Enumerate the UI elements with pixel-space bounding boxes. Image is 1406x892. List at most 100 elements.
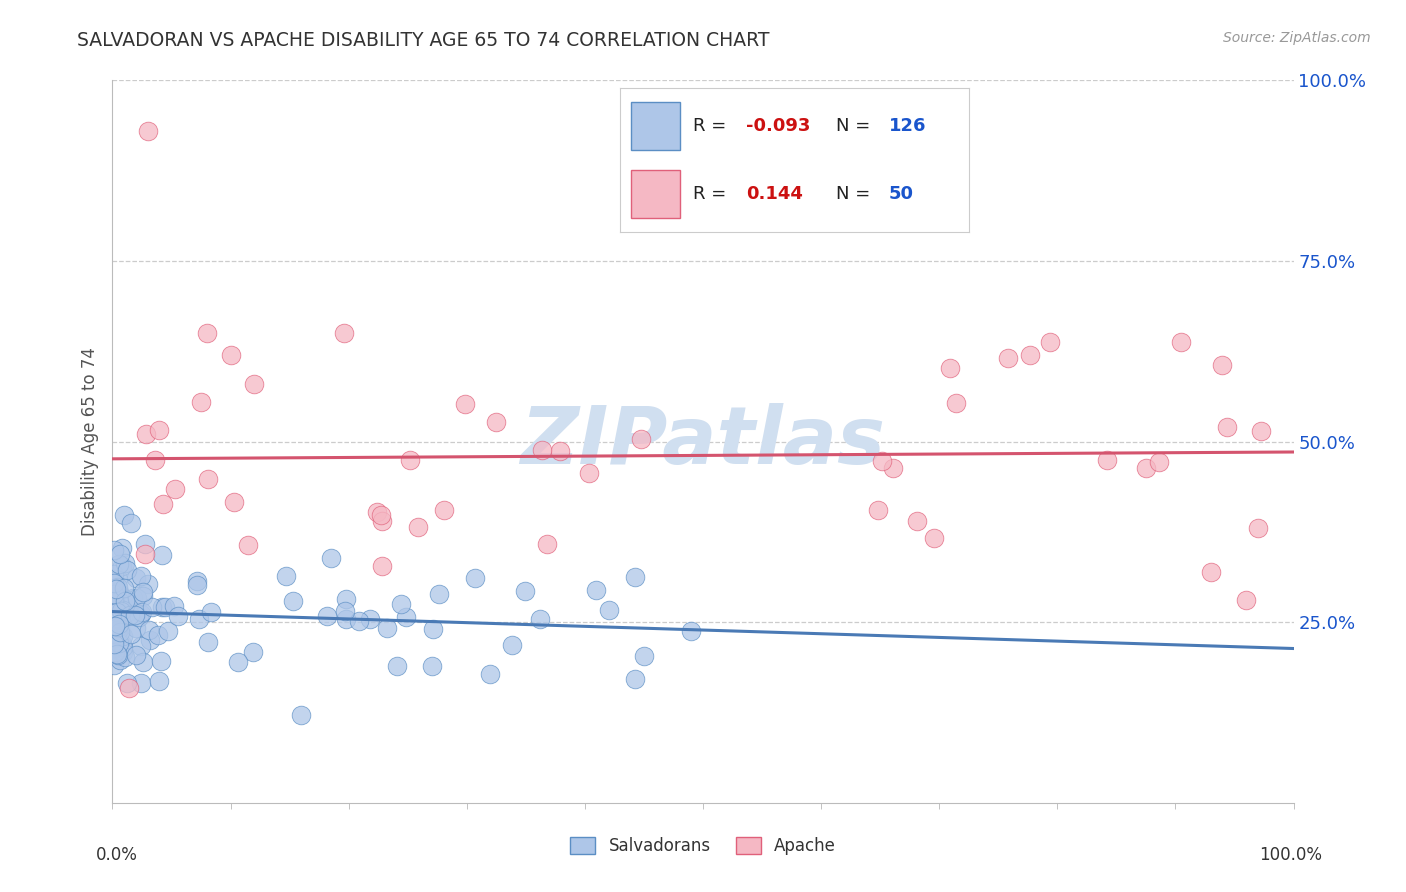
Y-axis label: Disability Age 65 to 74: Disability Age 65 to 74 [82,347,100,536]
Point [197,635,219,649]
Point [332,326,354,341]
Point [224,495,246,509]
Point [585,583,607,598]
Point [195,326,218,340]
Point [485,415,508,429]
Point [1250,424,1272,438]
Point [107,572,129,586]
Text: ZIPatlas: ZIPatlas [520,402,886,481]
Point [359,612,381,626]
Point [132,584,155,599]
Point [103,567,125,582]
Point [335,611,357,625]
Point [125,648,148,663]
Point [112,608,135,623]
Point [228,655,250,669]
Point [531,443,554,458]
Point [103,603,125,617]
Point [108,621,131,635]
Point [145,452,167,467]
Point [129,569,152,583]
Point [150,548,173,562]
Point [103,658,125,673]
Point [945,396,967,410]
Point [529,612,551,626]
Point [107,648,129,662]
Point [454,397,477,411]
Point [550,443,572,458]
Point [385,658,408,673]
Point [103,575,125,590]
Point [377,621,399,635]
Point [276,569,298,583]
Point [1216,420,1239,434]
Point [111,629,134,643]
Point [429,587,451,601]
Point [464,570,486,584]
Point [370,508,392,522]
Point [135,426,157,441]
Point [120,627,142,641]
Point [167,608,190,623]
Point [134,547,156,561]
Point [103,593,125,607]
Point [108,593,131,607]
Point [103,591,125,605]
Point [125,622,148,636]
Point [136,124,159,138]
Point [162,599,184,613]
Point [1199,565,1222,579]
Point [150,600,173,615]
Point [120,607,142,622]
Point [111,640,134,654]
Point [136,576,159,591]
Point [1234,593,1257,607]
Point [114,649,136,664]
Point [138,623,160,637]
Point [104,585,127,599]
Point [104,591,127,605]
Point [108,652,131,666]
Point [371,514,394,528]
Point [389,597,412,611]
Point [315,609,337,624]
Point [107,607,129,621]
Point [148,628,170,642]
Point [152,497,174,511]
Point [107,615,129,629]
Point [112,645,135,659]
Point [122,591,145,605]
Point [422,622,444,636]
Point [114,556,136,570]
Point [190,394,212,409]
Point [107,620,129,634]
Point [108,635,131,649]
Point [118,681,141,695]
Point [124,608,146,623]
Point [111,559,134,574]
Point [633,648,655,663]
Point [104,619,127,633]
Point [624,570,647,584]
Point [1147,455,1170,469]
Point [111,541,134,556]
Point [129,640,152,654]
Point [103,641,125,656]
Point [131,655,153,669]
Point [290,707,312,722]
Point [922,531,945,545]
Point [406,519,429,533]
Text: 100.0%: 100.0% [1258,846,1322,863]
Point [1019,348,1042,362]
Point [578,466,600,480]
Point [236,538,259,552]
Point [134,537,156,551]
Point [115,593,138,607]
Point [129,676,152,690]
Point [107,580,129,594]
Point [110,604,132,618]
Point [156,624,179,638]
Point [112,581,135,595]
Point [107,616,129,631]
Point [939,361,962,376]
